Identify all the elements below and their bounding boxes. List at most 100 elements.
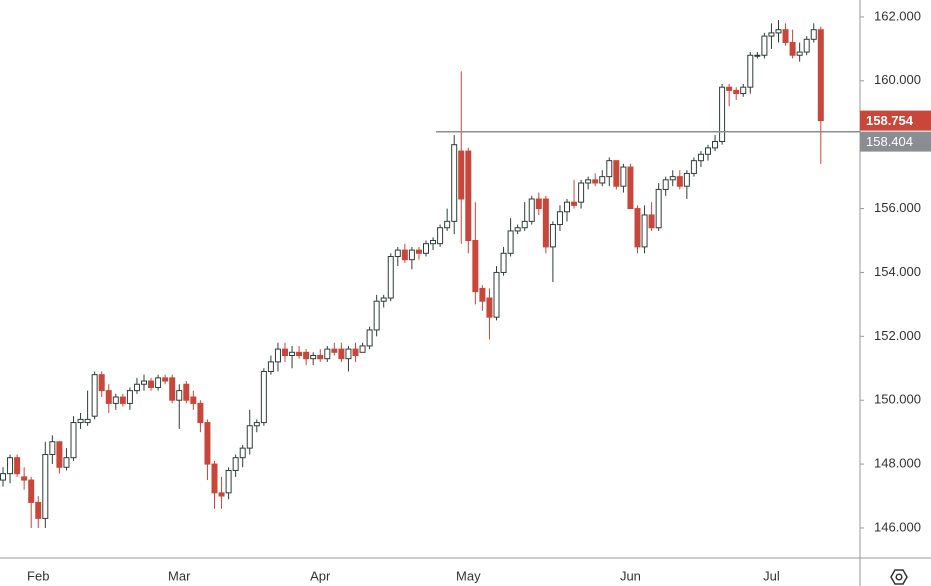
last-price-box (860, 110, 931, 131)
candle-body (21, 476, 28, 481)
candle-body (119, 396, 126, 404)
candle-body (705, 147, 711, 155)
candle-body (63, 457, 70, 468)
candle-body (528, 198, 535, 222)
candle-body (662, 179, 669, 190)
y-tick-label: 160.000 (874, 72, 921, 87)
candle-body (14, 457, 21, 475)
x-tick-label: Feb (27, 568, 49, 583)
candle-body (49, 441, 56, 456)
candle-body (514, 227, 521, 232)
candle-body (98, 374, 105, 392)
candle-body (500, 252, 507, 273)
x-tick-label: Apr (310, 568, 331, 583)
candle-body (91, 374, 98, 417)
candle-body (289, 351, 296, 356)
candle-body (486, 297, 493, 318)
level-box (860, 131, 931, 152)
settings-hex (890, 569, 908, 585)
last-price-label: 158.754 (866, 113, 914, 128)
candle-body (84, 418, 91, 424)
candle-body (324, 348, 331, 360)
candle-body (317, 354, 324, 360)
candle-body (345, 348, 352, 360)
candle-body (817, 29, 824, 122)
candle-body (810, 29, 817, 40)
candle-body (197, 402, 204, 424)
candle-body (162, 377, 169, 382)
candle-body (507, 230, 514, 254)
y-tick-label: 150.000 (874, 392, 921, 407)
candle-body (465, 150, 472, 242)
y-tick-label: 162.000 (874, 8, 921, 23)
candle-body (274, 348, 281, 363)
candle-body (282, 348, 288, 356)
candle-body (169, 377, 176, 401)
candle-body (690, 160, 697, 174)
candle-body (126, 390, 133, 404)
candle-body (42, 454, 49, 519)
candle-body (627, 166, 634, 210)
candle-body (176, 390, 183, 401)
candle-body (775, 29, 782, 34)
candle-body (401, 249, 408, 261)
candle-body (712, 140, 719, 149)
x-tick-label: Jun (620, 568, 641, 583)
candle-body (394, 249, 401, 257)
x-tick-label: Mar (168, 568, 191, 583)
candle-body (7, 457, 14, 475)
candle-body (697, 153, 704, 162)
candle-body (676, 176, 683, 187)
candle-body (634, 208, 641, 248)
candle-body (683, 172, 690, 187)
candle-body (155, 377, 162, 388)
candle-body (641, 214, 648, 248)
candles (0, 20, 824, 528)
candle-body (310, 354, 317, 360)
candle-body (35, 501, 42, 519)
candle-body (740, 86, 747, 95)
x-tick-label: May (456, 568, 481, 583)
y-tick-label: 148.000 (874, 456, 921, 471)
candle-body (796, 51, 803, 56)
candle-body (754, 54, 761, 57)
candle-body (338, 348, 345, 360)
candle-body (613, 160, 620, 187)
x-tick-label: Jul (763, 568, 780, 583)
candle-body (267, 361, 274, 372)
candle-body (747, 54, 754, 88)
settings-icon[interactable] (890, 569, 908, 585)
candle-body (578, 182, 585, 203)
candle-body (451, 144, 458, 222)
candle-body (204, 422, 211, 465)
candle-body (366, 329, 373, 347)
candle-body (260, 370, 267, 424)
candle-body (373, 300, 380, 331)
candle-body (585, 179, 592, 184)
candle-body (239, 447, 246, 459)
candle-body (564, 201, 570, 213)
candle-body (719, 86, 726, 142)
candle-body (28, 479, 35, 503)
candle-body (387, 255, 394, 299)
candle-body (0, 473, 6, 481)
candle-body (733, 89, 740, 95)
candle-body (444, 220, 451, 229)
candle-body (620, 166, 627, 187)
candle-body (493, 271, 500, 318)
y-tick-label: 154.000 (874, 264, 921, 279)
y-tick-label: 146.000 (874, 519, 921, 534)
candle-body (303, 351, 310, 360)
candle-body (112, 396, 119, 404)
candle-body (211, 463, 218, 494)
candle-body (133, 383, 140, 392)
candle-body (148, 380, 155, 388)
candle-body (803, 38, 810, 53)
candle-body (521, 220, 528, 229)
settings-dot (895, 573, 903, 581)
candle-body (437, 227, 444, 245)
candle-body (77, 418, 84, 424)
candle-body (415, 249, 422, 254)
candle-body (669, 176, 676, 181)
